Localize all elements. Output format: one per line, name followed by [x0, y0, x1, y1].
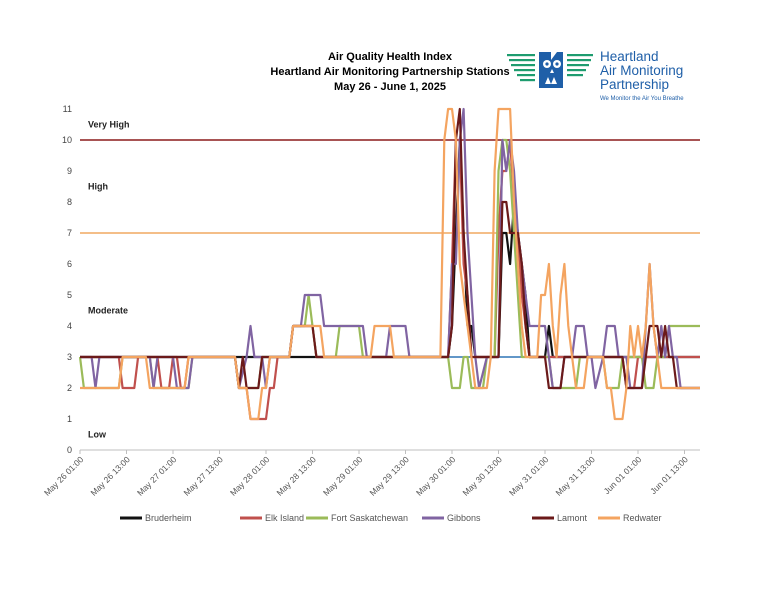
chart-title-line: Air Quality Health Index — [327, 51, 453, 63]
logo-wordmark: Heartland Air Monitoring Partnership — [600, 50, 683, 92]
logo-line: Heartland — [600, 49, 659, 64]
x-tick-label: May 27 01:00 — [135, 454, 179, 498]
band-label: Low — [88, 430, 107, 440]
chart-subtitle-line: Heartland Air Monitoring Partnership Sta… — [270, 66, 510, 78]
risk-band-labels: Very High High Moderate Low — [88, 120, 130, 440]
x-tick-label: May 29 01:00 — [321, 454, 365, 498]
y-tick-label: 8 — [67, 197, 72, 207]
series-line — [80, 107, 700, 421]
legend-label: Lamont — [557, 513, 588, 523]
y-tick-label: 0 — [67, 445, 72, 455]
x-tick-label: May 27 13:00 — [181, 454, 225, 498]
y-tick-label: 5 — [67, 290, 72, 300]
x-tick-label: Jun 01 13:00 — [648, 454, 690, 496]
logo-line: Partnership — [600, 77, 670, 92]
x-tick-label: May 26 01:00 — [42, 454, 86, 498]
y-tick-label: 6 — [67, 259, 72, 269]
y-tick-label: 11 — [63, 104, 72, 114]
series-line — [80, 107, 700, 390]
x-tick-label: Jun 01 01:00 — [602, 454, 644, 496]
y-tick-label: 1 — [67, 414, 72, 424]
logo-line: Air Monitoring — [600, 63, 684, 78]
x-tick-label: May 30 01:00 — [414, 454, 458, 498]
x-tick-label: May 31 01:00 — [507, 454, 551, 498]
y-tick-label: 9 — [67, 166, 72, 176]
series-line — [80, 107, 700, 390]
series-line — [80, 138, 700, 421]
legend: Bruderheim Elk Island Fort Saskatchewan Gib… — [120, 513, 662, 523]
y-tick-label: 3 — [67, 352, 72, 362]
y-tick-label: 2 — [67, 383, 72, 393]
reference-lines — [80, 139, 700, 358]
y-tick-label: 4 — [67, 321, 72, 331]
x-tick-label: May 31 13:00 — [553, 454, 597, 498]
chart-title: Air Quality Health Index Heartland Air M… — [240, 50, 540, 95]
x-tick-label: May 26 13:00 — [88, 454, 132, 498]
legend-label: Redwater — [623, 513, 662, 523]
series-line — [80, 138, 700, 359]
legend-label: Elk Island — [265, 513, 304, 523]
series-lines — [78, 107, 700, 421]
logo-tagline: We Monitor the Air You Breathe — [600, 96, 684, 102]
x-axis: May 26 01:00 May 26 13:00 May 27 01:00 May … — [42, 449, 700, 498]
x-tick-label: May 30 13:00 — [460, 454, 504, 498]
y-tick-label: 7 — [67, 228, 72, 238]
heartland-logo: Heartland Air Monitoring Partnership We … — [505, 48, 705, 108]
legend-label: Bruderheim — [145, 513, 192, 523]
y-axis: 0 1 2 3 4 5 6 7 8 9 10 11 — [62, 104, 72, 455]
series-line — [78, 138, 700, 390]
chart-date-range: May 26 - June 1, 2025 — [334, 81, 446, 93]
band-label: High — [88, 182, 108, 192]
x-tick-label: May 28 01:00 — [228, 454, 272, 498]
band-label: Moderate — [88, 306, 128, 316]
x-tick-label: May 28 13:00 — [274, 454, 318, 498]
band-label: Very High — [88, 120, 130, 130]
x-tick-label: May 29 13:00 — [367, 454, 411, 498]
y-tick-label: 10 — [62, 135, 72, 145]
owl-logo-icon — [507, 52, 593, 88]
legend-label: Fort Saskatchewan — [331, 513, 408, 523]
legend-label: Gibbons — [447, 513, 481, 523]
